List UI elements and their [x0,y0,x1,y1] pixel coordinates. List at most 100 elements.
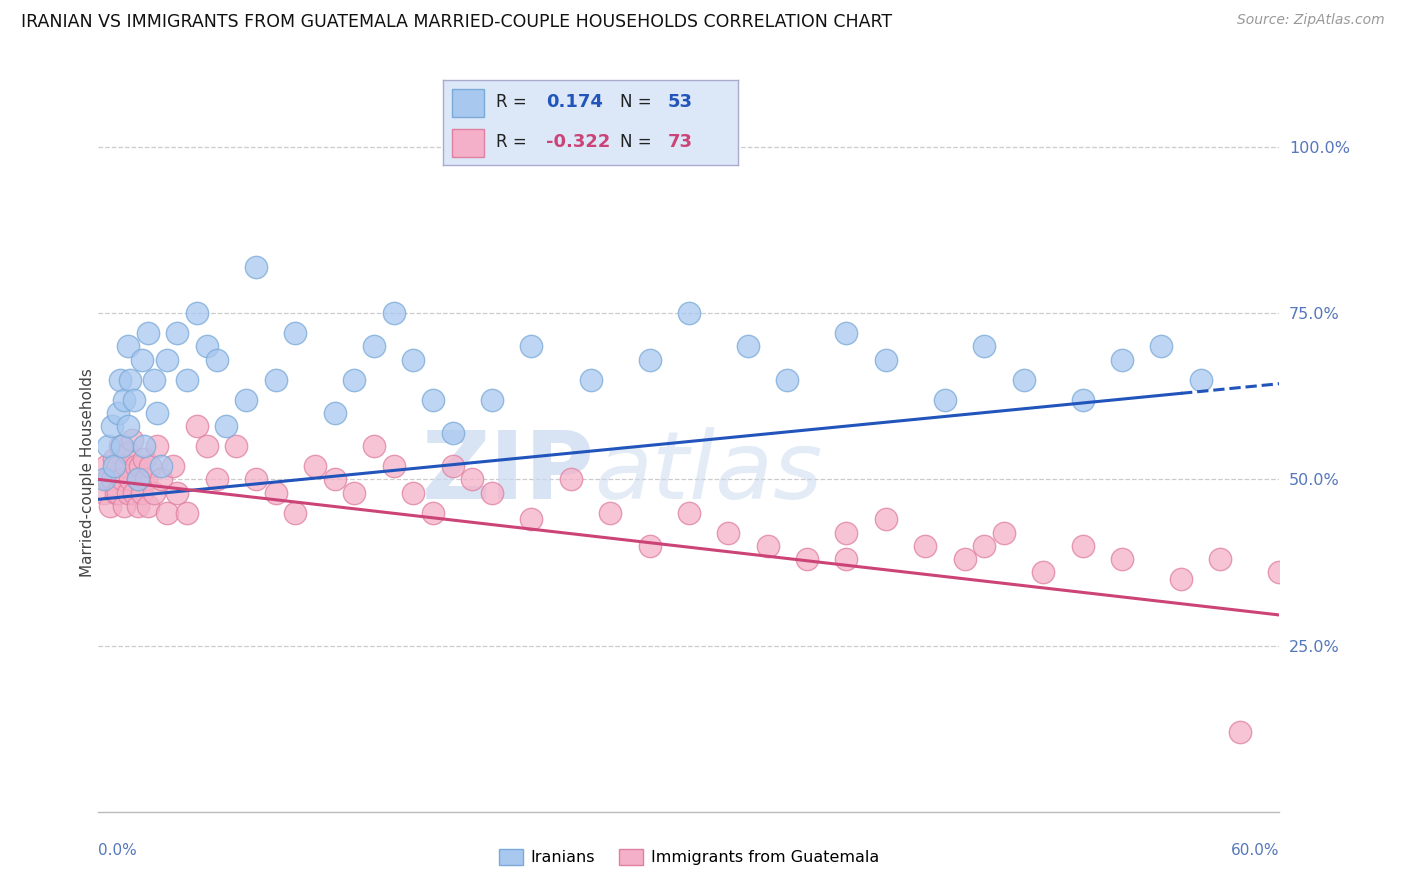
Text: IRANIAN VS IMMIGRANTS FROM GUATEMALA MARRIED-COUPLE HOUSEHOLDS CORRELATION CHART: IRANIAN VS IMMIGRANTS FROM GUATEMALA MAR… [21,13,893,31]
Point [105,485,128,500]
Text: 0.174: 0.174 [546,94,603,112]
Point [107,459,129,474]
Point [835,552,858,566]
Point [382,306,405,320]
Point [973,339,995,353]
Point [101,419,124,434]
Point [1150,339,1173,353]
Point [953,552,976,566]
Point [235,392,257,407]
Point [835,525,858,540]
Y-axis label: Married-couple Households: Married-couple Households [80,368,94,577]
Point [914,539,936,553]
Point [1111,352,1133,367]
Point [520,339,543,353]
Point [111,472,134,486]
Point [1170,572,1192,586]
Point [225,439,247,453]
Text: 0.0%: 0.0% [98,843,138,858]
Point [284,506,307,520]
Point [136,499,159,513]
Text: 53: 53 [668,94,692,112]
Point [132,452,155,467]
Point [195,439,218,453]
Point [150,459,173,474]
Point [973,539,995,553]
Point [146,439,169,453]
Point [150,472,173,486]
Point [461,472,484,486]
Point [136,326,159,341]
Point [97,472,120,486]
Point [638,539,661,553]
Point [245,472,267,486]
Text: N =: N = [620,94,651,112]
Point [117,446,139,460]
Point [117,339,139,353]
Point [560,472,582,486]
Point [117,419,139,434]
Point [264,485,287,500]
Point [107,406,129,420]
Point [835,326,858,341]
Point [101,472,124,486]
Point [796,552,818,566]
Text: 60.0%: 60.0% [1232,843,1279,858]
Point [162,459,184,474]
Point [128,459,150,474]
Point [122,392,145,407]
Point [1071,392,1094,407]
Point [481,485,503,500]
Point [1189,373,1212,387]
Point [1071,539,1094,553]
Point [678,506,700,520]
Point [402,352,425,367]
Point [103,459,125,474]
Point [776,373,799,387]
Point [118,472,141,486]
Bar [451,89,484,117]
Point [934,392,956,407]
Point [176,506,198,520]
Point [304,459,326,474]
Point [205,472,228,486]
Point [245,260,267,274]
Point [166,326,188,341]
Point [186,419,208,434]
Point [520,512,543,526]
Point [131,352,153,367]
Point [176,373,198,387]
Point [737,339,759,353]
Point [599,506,621,520]
Point [1268,566,1291,580]
Point [422,392,444,407]
Point [112,499,135,513]
Point [93,485,115,500]
Point [142,485,165,500]
Point [481,392,503,407]
Point [156,352,179,367]
Point [1032,566,1054,580]
Point [441,425,464,440]
Point [195,339,218,353]
Point [717,525,740,540]
Text: R =: R = [496,94,527,112]
Point [96,459,118,474]
Point [323,406,346,420]
Point [142,373,165,387]
Text: ZIP: ZIP [422,426,595,519]
Point [166,485,188,500]
Text: N =: N = [620,133,651,151]
Point [138,459,160,474]
Point [98,499,121,513]
Point [993,525,1015,540]
Point [118,373,141,387]
Point [125,459,148,474]
Point [127,472,149,486]
Point [121,433,143,447]
Point [205,352,228,367]
Point [441,459,464,474]
Point [132,439,155,453]
Point [117,485,139,500]
Point [127,472,149,486]
